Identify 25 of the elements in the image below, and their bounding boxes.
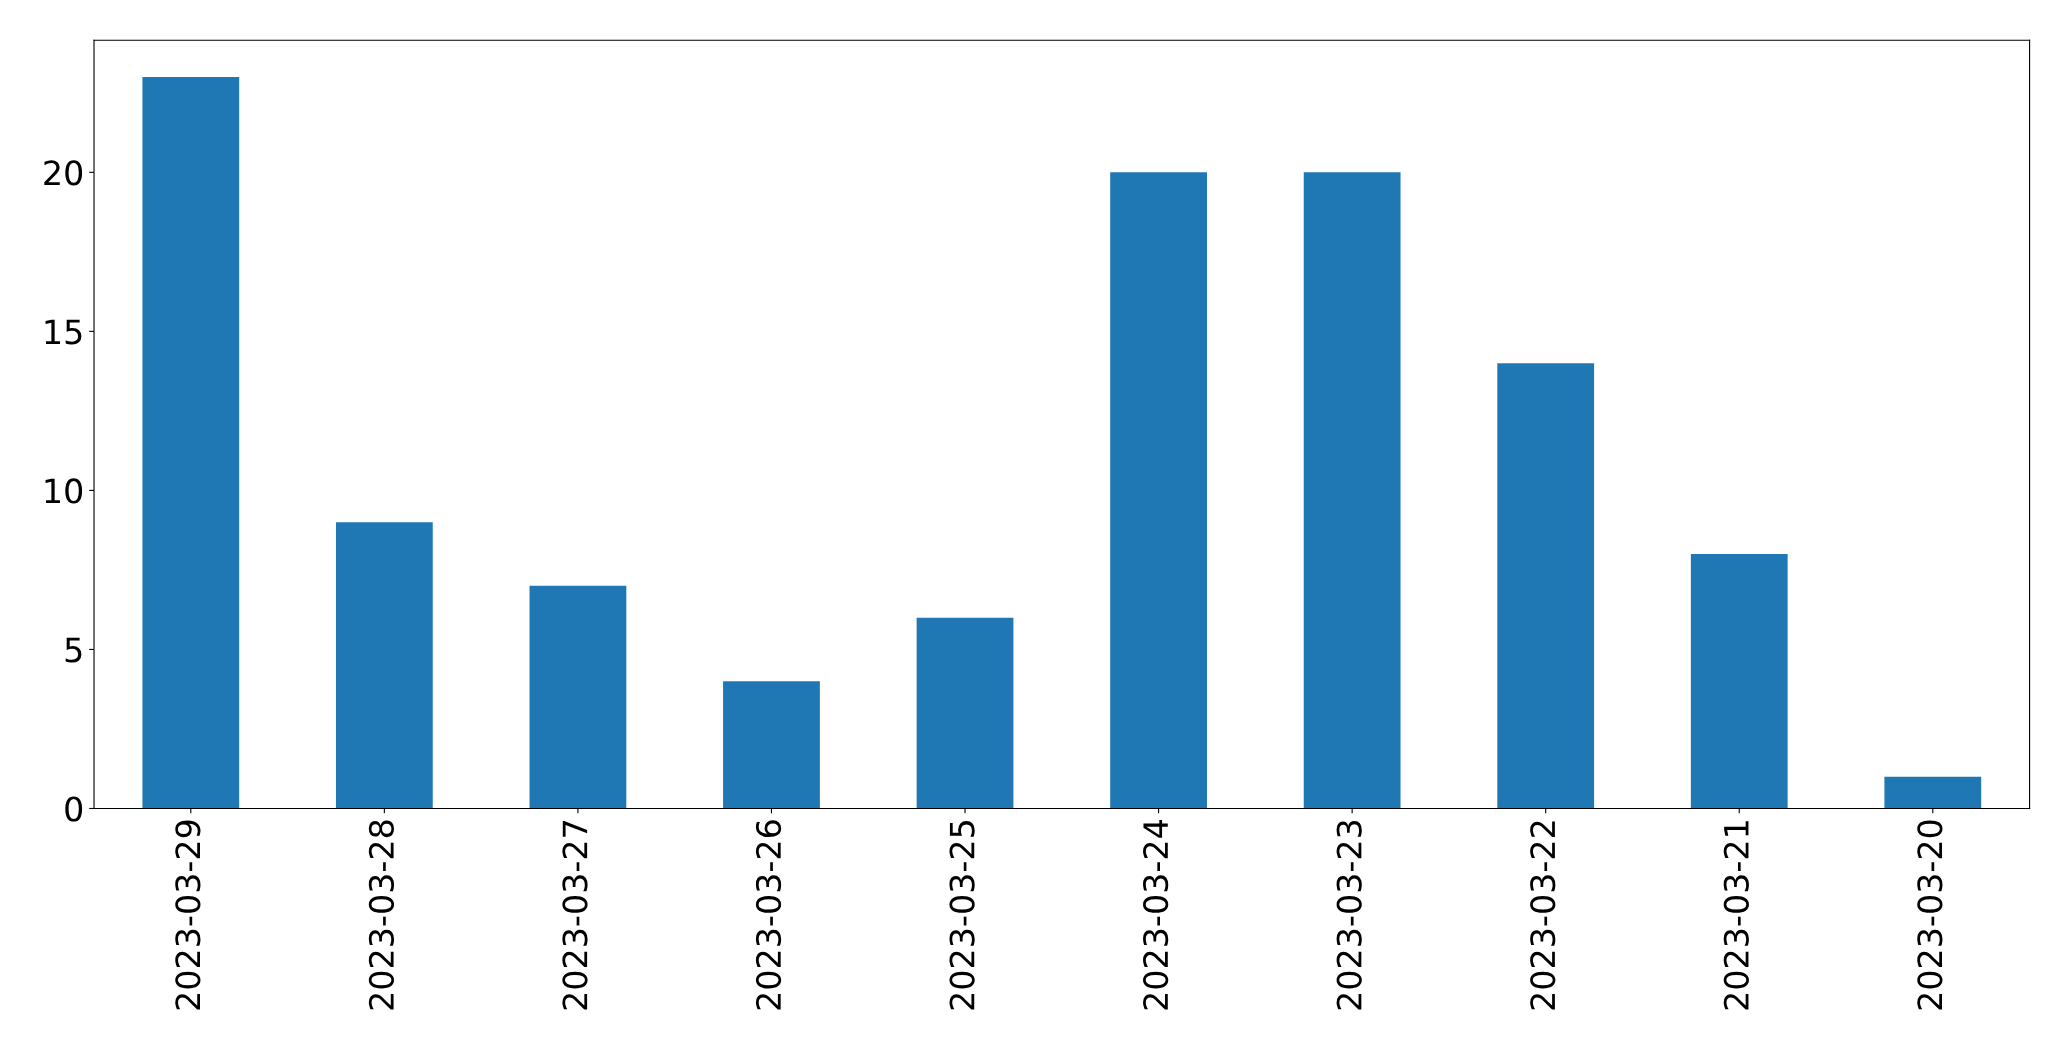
y-tick-label: 10 bbox=[45, 478, 83, 504]
x-tick-label: 2023-03-22 bbox=[1530, 821, 1556, 1010]
bar bbox=[916, 617, 1014, 809]
bar bbox=[142, 76, 240, 809]
x-tick-label: 2023-03-28 bbox=[368, 820, 395, 1010]
x-tick-label: 2023-03-25 bbox=[949, 821, 975, 1010]
bar bbox=[1110, 172, 1207, 809]
x-tick-label: 2023-03-24 bbox=[1143, 820, 1169, 1010]
x-tick-label: 2023-03-27 bbox=[562, 821, 588, 1010]
bar bbox=[1303, 172, 1401, 809]
y-tick-label: 5 bbox=[65, 637, 82, 663]
x-tick-label: 2023-03-23 bbox=[1336, 820, 1362, 1010]
y-tick-label: 20 bbox=[44, 160, 83, 186]
bar bbox=[1690, 554, 1788, 809]
bar bbox=[1884, 776, 1982, 809]
y-tick-label: 15 bbox=[45, 319, 82, 345]
y-tick-label: 0 bbox=[65, 796, 83, 822]
x-tick-label: 2023-03-26 bbox=[755, 820, 782, 1010]
bar bbox=[335, 522, 433, 809]
x-tick-label: 2023-03-20 bbox=[1917, 820, 1943, 1010]
x-tick-label: 2023-03-21 bbox=[1723, 821, 1749, 1010]
bar bbox=[723, 681, 820, 809]
x-tick-label: 2023-03-29 bbox=[175, 820, 201, 1010]
bar bbox=[529, 585, 627, 809]
bar bbox=[1497, 363, 1595, 809]
